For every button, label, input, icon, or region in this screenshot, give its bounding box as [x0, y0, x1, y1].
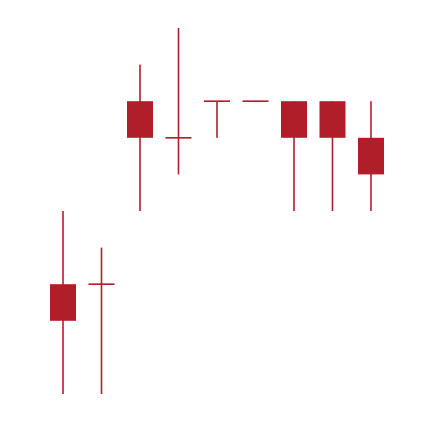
candle-body: [358, 137, 384, 175]
candle-body: [281, 101, 307, 138]
candle-body: [319, 101, 346, 138]
candle-body: [50, 284, 76, 321]
candle-body: [127, 101, 153, 138]
